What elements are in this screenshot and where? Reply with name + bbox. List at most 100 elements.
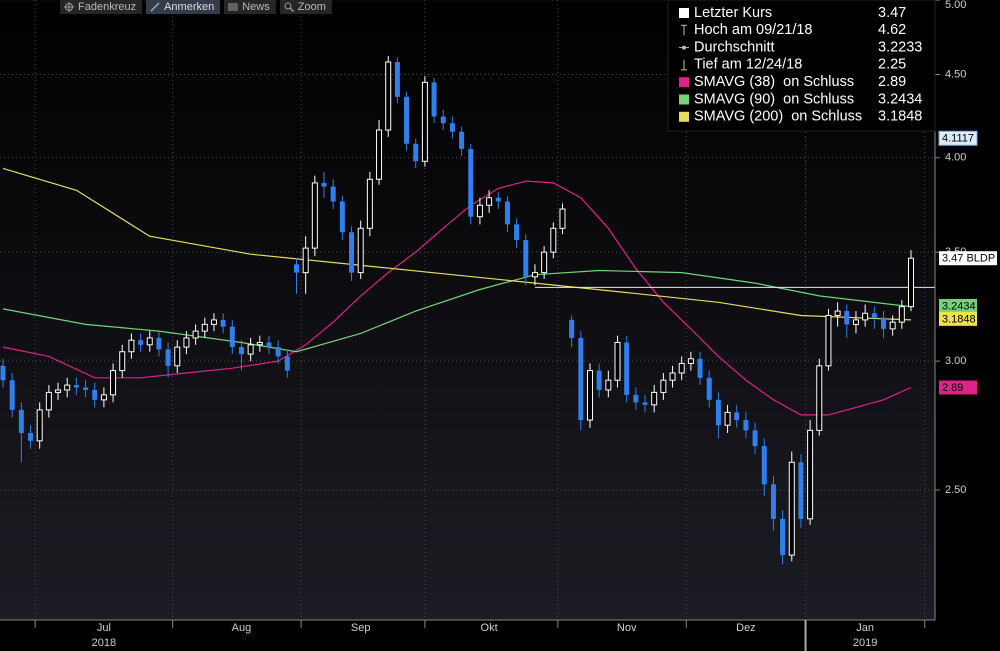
x-tick-label: Jan <box>856 622 874 634</box>
legend-label: Hoch am 09/21/18 <box>694 22 813 38</box>
candle-body <box>651 391 658 406</box>
button-label: Zoom <box>297 1 326 13</box>
candle-body <box>687 358 694 364</box>
candle-body <box>349 232 355 273</box>
legend-box <box>667 0 936 132</box>
annotate-button[interactable]: Anmerken <box>146 0 221 14</box>
axis-background <box>0 620 935 651</box>
ma-line <box>2 167 912 321</box>
candle-body <box>247 344 254 355</box>
candle-body <box>504 201 510 225</box>
candle-body <box>404 96 410 144</box>
price-marker-label: 3.47 BLDP <box>942 253 995 265</box>
candle-body <box>798 462 804 519</box>
candle-body <box>569 319 575 338</box>
candle-body <box>449 123 455 132</box>
y-tick-label: 5.00 <box>945 0 966 11</box>
zoom-button[interactable]: Zoom <box>279 0 332 14</box>
candle-body <box>697 358 703 378</box>
candle-body <box>210 319 217 325</box>
candle-body <box>366 178 373 229</box>
candle-body <box>413 143 419 162</box>
x-tick-label: Okt <box>481 622 498 634</box>
price-marker-label: 3.2434 <box>942 300 976 312</box>
candle-body <box>468 148 474 217</box>
candle-body <box>486 197 493 206</box>
candle-body <box>100 394 107 401</box>
candle-body <box>586 370 593 421</box>
candle-body <box>174 346 181 367</box>
legend-swatch <box>679 77 689 88</box>
candle-body <box>816 365 823 431</box>
candle-body <box>302 247 309 274</box>
candle-body <box>9 380 15 410</box>
y-tick-label: 3.00 <box>945 355 966 367</box>
candle-body <box>18 409 24 433</box>
candle-body <box>321 182 327 187</box>
candle-body <box>706 377 712 400</box>
x-tick-label: Nov <box>617 622 637 634</box>
candle-body <box>624 342 630 395</box>
price-marker-label: 2.89 <box>942 382 963 394</box>
candle-body <box>110 370 117 396</box>
candle-body <box>201 323 208 332</box>
price-marker <box>939 380 977 395</box>
legend-label: Letzter Kurs <box>694 5 772 21</box>
candle-body <box>761 446 767 485</box>
candle-body <box>495 197 501 202</box>
news-button[interactable]: News <box>224 0 276 14</box>
candle-body <box>852 319 859 325</box>
crosshair-button[interactable]: Fadenkreuz <box>60 0 143 14</box>
candle-body <box>183 337 190 348</box>
candle-body <box>293 264 299 273</box>
candle-body <box>138 340 144 345</box>
legend-icon <box>682 45 686 50</box>
candle-body <box>578 337 584 421</box>
candle-body <box>614 341 621 381</box>
candle-body <box>660 379 667 393</box>
candle-body <box>229 326 235 348</box>
legend-icon <box>679 8 689 18</box>
ma-line <box>2 269 912 353</box>
candle-body <box>844 311 850 325</box>
legend-value: 3.47 <box>878 5 906 21</box>
legend-value: 3.2434 <box>878 91 922 107</box>
candle-body <box>275 347 281 357</box>
candle-body <box>743 420 749 431</box>
button-label: News <box>242 1 270 13</box>
candle-body <box>605 379 612 391</box>
candle-body <box>311 182 318 249</box>
legend-value: 4.62 <box>878 22 906 38</box>
icon <box>228 3 238 11</box>
candle-body <box>871 313 877 318</box>
icon <box>150 2 160 12</box>
candle-body <box>238 347 244 355</box>
x-tick-label: Aug <box>232 622 252 634</box>
icon <box>64 2 74 12</box>
legend-label: SMAVG (90) on Schluss <box>694 91 854 107</box>
legend-label: SMAVG (200) on Schluss <box>694 109 862 125</box>
candle-body <box>834 310 841 316</box>
candle-body <box>898 306 905 323</box>
candle-body <box>146 337 153 346</box>
candle-body <box>724 411 731 426</box>
candle-body <box>128 339 135 353</box>
button-label: Anmerken <box>164 1 215 13</box>
candle-body <box>889 321 896 330</box>
legend-swatch <box>679 111 689 122</box>
legend-value: 2.89 <box>878 74 906 90</box>
price-marker <box>939 311 977 326</box>
candle-body <box>788 461 795 556</box>
candle-body <box>192 330 199 339</box>
candle-body <box>256 341 263 346</box>
candle-body <box>45 391 52 411</box>
candle-body <box>73 385 79 388</box>
legend-value: 3.2233 <box>878 39 922 55</box>
candle-body <box>284 356 290 371</box>
candle-body <box>421 81 428 162</box>
price-marker-label: 4.1117 <box>942 133 974 145</box>
legend-value: 3.1848 <box>878 109 922 125</box>
candle-body <box>514 224 520 241</box>
